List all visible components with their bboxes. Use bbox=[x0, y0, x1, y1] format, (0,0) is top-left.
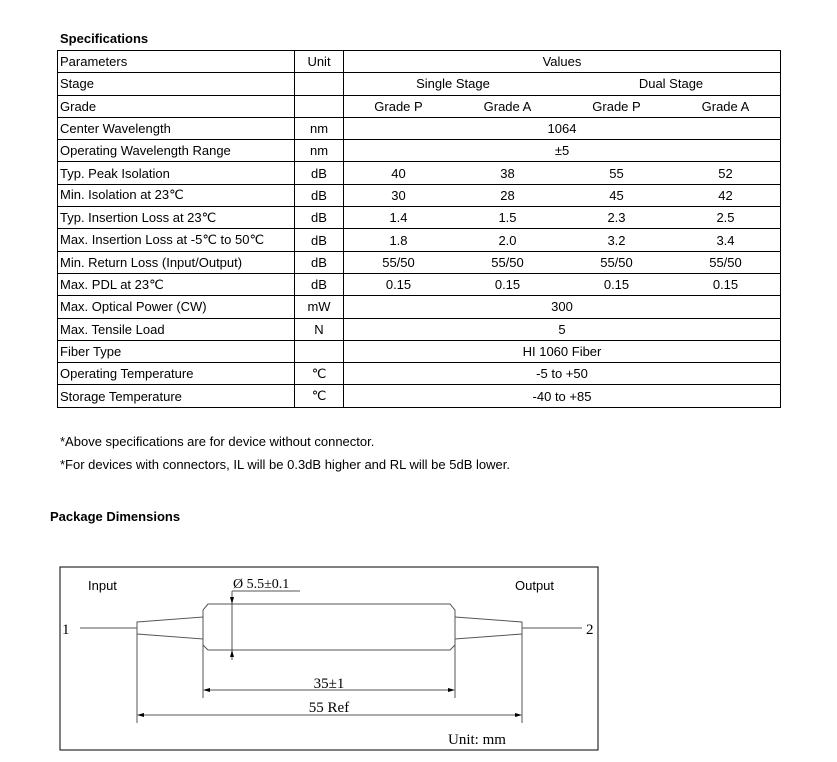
table-row: Storage Temperature ℃ -40 to +85 bbox=[57, 384, 781, 408]
body-length-label: 35±1 bbox=[314, 676, 345, 692]
table-row: Typ. Insertion Loss at 23℃ dB 1.4 1.5 2.3 2.5 bbox=[57, 206, 781, 230]
parameter-cell: Max. Tensile Load bbox=[57, 317, 295, 341]
grade-cell: Grade A bbox=[453, 95, 562, 118]
output-boot bbox=[454, 616, 523, 640]
parameter-cell: Min. Isolation at 23℃ bbox=[57, 183, 295, 208]
note: *Above specifications are for device wit… bbox=[60, 434, 375, 449]
value-cell: 1.8 bbox=[343, 228, 453, 252]
package-dimensions-title: Package Dimensions bbox=[50, 509, 181, 524]
parameter-cell: Min. Return Loss (Input/Output) bbox=[57, 250, 295, 274]
unit-cell: dB bbox=[294, 250, 344, 274]
unit-label: Unit: mm bbox=[448, 732, 506, 748]
specifications-table: Parameters Unit Values Stage Single Stag… bbox=[57, 49, 781, 408]
unit-cell: dB bbox=[294, 161, 344, 185]
value-cell: 0.15 bbox=[562, 272, 671, 297]
input-boot bbox=[136, 616, 204, 640]
table-row: Operating Wavelength Range nm ±5 bbox=[57, 139, 781, 163]
unit-cell: nm bbox=[294, 139, 344, 163]
value-cell: 1.5 bbox=[453, 206, 562, 230]
value-cell: 2.0 bbox=[453, 228, 562, 252]
unit-cell: ℃ bbox=[294, 384, 344, 408]
value-cell: -40 to +85 bbox=[343, 384, 781, 408]
parameter-cell: Center Wavelength bbox=[57, 116, 295, 141]
parameter-cell: Storage Temperature bbox=[57, 384, 295, 408]
parameter-cell: Typ. Peak Isolation bbox=[57, 161, 295, 185]
isolator-body bbox=[202, 603, 456, 651]
drawing-frame bbox=[59, 566, 599, 751]
output-label: Output bbox=[515, 578, 554, 593]
parameter-cell: Operating Temperature bbox=[57, 362, 295, 386]
table-row: Max. Insertion Loss at -5℃ to 50℃ dB 1.8 2.… bbox=[57, 228, 781, 252]
header-unit: Unit bbox=[294, 49, 344, 74]
table-row: Center Wavelength nm 1064 bbox=[57, 116, 781, 141]
total-length-label: 55 Ref bbox=[309, 700, 349, 716]
port-1-label: 1 bbox=[62, 622, 70, 638]
stage-row: Stage Single Stage Dual Stage bbox=[57, 72, 781, 96]
specifications-title: Specifications bbox=[60, 31, 149, 46]
port-2-label: 2 bbox=[586, 622, 594, 638]
note: *For devices with connectors, IL will be… bbox=[60, 457, 510, 472]
value-cell: 1.4 bbox=[343, 206, 453, 230]
table-header-row: Parameters Unit Values bbox=[57, 49, 781, 74]
input-label: Input bbox=[88, 578, 117, 593]
table-row: Typ. Peak Isolation dB 40 38 55 52 bbox=[57, 161, 781, 185]
grade-row: Grade Grade P Grade A Grade P Grade A bbox=[57, 94, 781, 118]
value-cell: 55/50 bbox=[671, 250, 781, 274]
parameter-cell: Typ. Insertion Loss at 23℃ bbox=[57, 206, 295, 230]
table-row: Max. Tensile Load N 5 bbox=[57, 317, 781, 341]
table-row: Max. PDL at 23℃ dB 0.15 0.15 0.15 0.15 bbox=[57, 272, 781, 297]
diameter-label: Ø 5.5±0.1 bbox=[233, 577, 289, 592]
single-stage: Single Stage bbox=[343, 72, 562, 96]
